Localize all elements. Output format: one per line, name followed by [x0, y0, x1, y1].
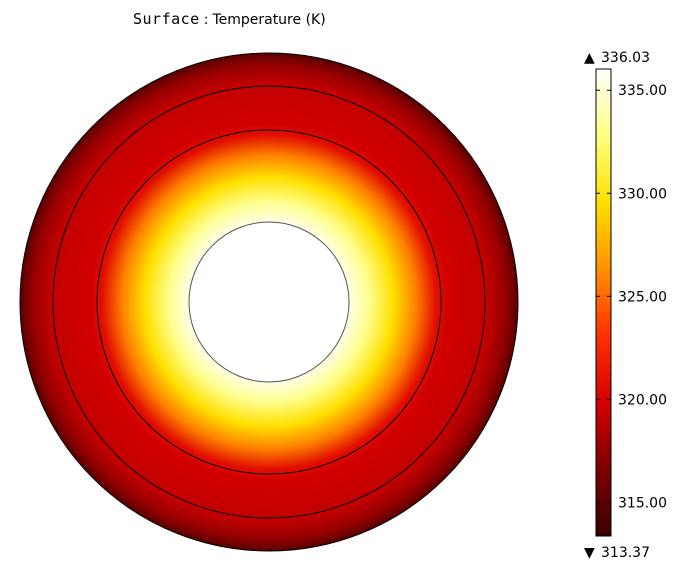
colorbar-ticks: 335.00 330.00 325.00 320.00 315.00 [596, 83, 667, 511]
colorbar-min-label: 313.37 [601, 545, 650, 561]
colorbar-max-label: 336.03 [601, 50, 650, 66]
colorbar-tick-label: 315.00 [618, 495, 667, 511]
boundary-layer-1 [96, 129, 442, 475]
colorbar-min-marker: ▼ [584, 545, 595, 561]
colorbar-tick-label: 335.00 [618, 83, 667, 99]
colorbar-tick-label: 330.00 [618, 186, 667, 202]
boundary-layer-2 [52, 85, 486, 519]
colorbar-max-marker: ▲ [584, 50, 595, 66]
colorbar-tick-label: 320.00 [618, 392, 667, 408]
plot-title-separator: : [203, 12, 209, 28]
colorbar [595, 68, 612, 537]
inner-hole [188, 221, 350, 383]
plot-title-quantity: Temperature (K) [212, 12, 326, 28]
plot-title-expression: Surface [133, 10, 200, 28]
boundary-outer [19, 52, 519, 552]
plot-title: Surface: Temperature (K) [133, 9, 326, 30]
colorbar-tick-label: 325.00 [618, 289, 667, 305]
